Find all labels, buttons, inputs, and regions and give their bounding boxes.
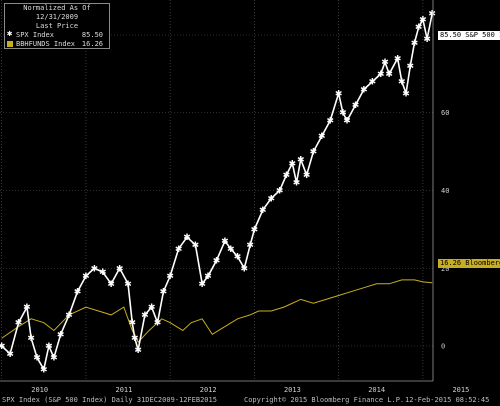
spx-point-star: ✱ [40,365,48,375]
spx-point-star: ✱ [198,280,206,290]
spx-point-star: ✱ [352,101,360,111]
last-price-tag-spx: 85.50 S&P 500 I [438,31,500,40]
x-tick-label: 2010 [31,386,48,394]
spx-point-star: ✱ [283,171,291,181]
spx-point-star: ✱ [50,354,58,364]
footer-timestamp: 12-Feb-2015 08:52:45 [405,396,490,404]
spx-point-star: ✱ [128,319,136,329]
spx-point-star: ✱ [154,319,162,329]
spx-point-star: ✱ [227,245,235,255]
legend-entry-bbhfunds: BBHFUNDS Index 16.26 [5,40,109,49]
y-tick-label: 20 [441,265,449,273]
y-tick-label: 60 [441,109,449,117]
grid [0,0,433,381]
spx-point-star: ✱ [246,241,254,251]
spx-point-star: ✱ [74,288,82,298]
spx-point-star: ✱ [241,264,249,274]
spx-point-star: ✱ [45,342,53,352]
legend-entry-value: 16.26 [81,40,103,48]
spx-point-star: ✱ [297,155,305,165]
spx-point-star: ✱ [221,237,229,247]
spx-point-star: ✱ [289,159,297,169]
spx-point-star: ✱ [398,78,406,88]
spx-point-star: ✱ [251,225,259,235]
spx-point-star: ✱ [339,109,347,119]
spx-point-star: ✱ [385,70,393,80]
spx-point-star: ✱ [411,39,419,49]
spx-point-star: ✱ [234,253,242,263]
spx-point-star: ✱ [23,303,31,313]
series-line-spx [1,13,433,372]
spx-point-star: ✱ [369,78,377,88]
spx-point-star: ✱ [303,171,311,181]
y-tick-label: 0 [441,343,445,351]
x-tick-label: 2012 [200,386,217,394]
spx-point-star: ✱ [183,233,191,243]
spx-point-star: ✱ [267,194,275,204]
spx-point-star: ✱ [259,206,267,216]
spx-point-star: ✱ [276,187,284,197]
spx-point-star: ✱ [406,62,414,72]
spx-point-star: ✱ [15,319,23,329]
legend-entry-label: SPX Index [16,31,54,39]
spx-point-star: ✱ [6,350,14,360]
spx-point-star: ✱ [160,288,168,298]
spx-point-star: ✱ [65,311,73,321]
spx-point-star: ✱ [402,89,410,99]
footer-security-info: SPX Index (S&P 500 Index) Daily 31DEC200… [2,396,217,404]
spx-point-star: ✱ [415,23,423,33]
legend-entry-value: 85.50 [81,31,103,39]
spx-point-star: ✱ [99,268,107,278]
spx-point-star: ✱ [318,132,326,142]
spx-point-star: ✱ [148,303,156,313]
spx-point-star: ✱ [213,256,221,266]
footer-copyright: Copyright© 2015 Bloomberg Finance L.P. [244,396,405,404]
spx-point-star: ✱ [91,264,99,274]
legend-subtitle: Last Price [35,22,79,30]
series-line-bbhfunds [1,279,433,343]
spx-point-star: ✱ [360,85,368,95]
spx-point-star: ✱ [134,346,142,356]
spx-point-star: ✱ [423,35,431,45]
last-price-tag-bbhfunds: 16.26 Bloomberg [438,259,500,268]
x-tick-label: 2013 [284,386,301,394]
spx-point-star: ✱ [0,342,5,352]
legend-entry-label: BBHFUNDS Index [16,40,76,48]
chart-canvas: ✱✱✱✱✱✱✱✱✱✱✱✱✱✱ ✱✱✱✱✱✱✱✱✱✱✱✱✱✱✱✱✱✱✱✱✱✱✱✱✱✱… [0,0,469,394]
star-marker-icon: ✱ [7,29,13,39]
footer: SPX Index (S&P 500 Index) Daily 31DEC200… [0,395,500,406]
spx-point-star: ✱ [204,272,212,282]
spx-point-star: ✱ [141,311,149,321]
spx-point-star: ✱ [335,89,343,99]
spx-point-star: ✱ [394,54,402,64]
spx-point-star: ✱ [428,10,436,20]
spx-point-star: ✱ [381,58,389,68]
spx-point-star: ✱ [293,179,301,189]
spx-point-star: ✱ [82,272,90,282]
spx-point-star: ✱ [27,334,35,344]
spx-point-star: ✱ [326,117,334,127]
legend-title: Normalized As Of 12/31/2009 [23,4,91,21]
spx-point-star: ✱ [124,280,132,290]
x-tick-label: 2011 [115,386,132,394]
spx-point-star: ✱ [131,334,139,344]
spx-point-star: ✱ [33,354,41,364]
spx-point-star: ✱ [107,280,115,290]
spx-point-star: ✱ [310,148,318,158]
spx-point-star: ✱ [192,241,200,251]
spx-point-star: ✱ [166,272,174,282]
square-marker-icon [7,41,13,47]
plot-area: ✱✱✱✱✱✱✱✱✱✱✱✱✱✱ ✱✱✱✱✱✱✱✱✱✱✱✱✱✱✱✱✱✱✱✱✱✱✱✱✱✱… [0,10,436,376]
x-tick-label: 2014 [368,386,385,394]
spx-point-star: ✱ [419,15,427,25]
legend: Normalized As Of 12/31/2009 Last Price ✱… [4,3,110,49]
spx-point-star: ✱ [57,330,65,340]
spx-point-star: ✱ [377,70,385,80]
spx-point-star: ✱ [116,264,124,274]
spx-point-star: ✱ [175,245,183,255]
y-tick-label: 40 [441,187,449,195]
x-tick-label: 2015 [452,386,469,394]
spx-point-star: ✱ [343,117,351,127]
legend-entry-spx: ✱ SPX Index 85.50 [5,29,109,40]
